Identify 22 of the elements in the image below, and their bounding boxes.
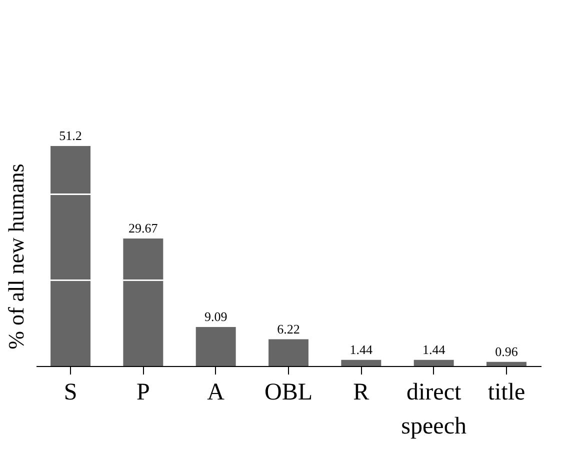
- x-tick-label: R: [353, 380, 370, 406]
- bar: [196, 326, 236, 366]
- data-label: 29.67: [128, 220, 158, 236]
- x-tick-label: S: [64, 380, 78, 406]
- y-axis-title: % of all new humans: [4, 164, 28, 350]
- x-tick-label: A: [207, 380, 226, 406]
- x-tick-label: title: [488, 380, 526, 406]
- data-label: 6.22: [277, 321, 300, 336]
- x-tick-label: OBL: [264, 380, 312, 406]
- data-label: 51.2: [59, 128, 82, 143]
- bar: [341, 360, 382, 366]
- data-label: 1.44: [350, 342, 374, 357]
- bar: [268, 339, 308, 366]
- data-label: 0.96: [495, 344, 518, 359]
- bar: [123, 238, 164, 366]
- bar: [414, 360, 454, 366]
- x-tick-label: direct speech: [401, 380, 466, 440]
- x-tick-label: P: [136, 380, 150, 406]
- data-label: 1.44: [422, 342, 446, 357]
- data-label: 9.09: [204, 308, 228, 324]
- bar: [486, 362, 526, 366]
- bar: [50, 146, 90, 366]
